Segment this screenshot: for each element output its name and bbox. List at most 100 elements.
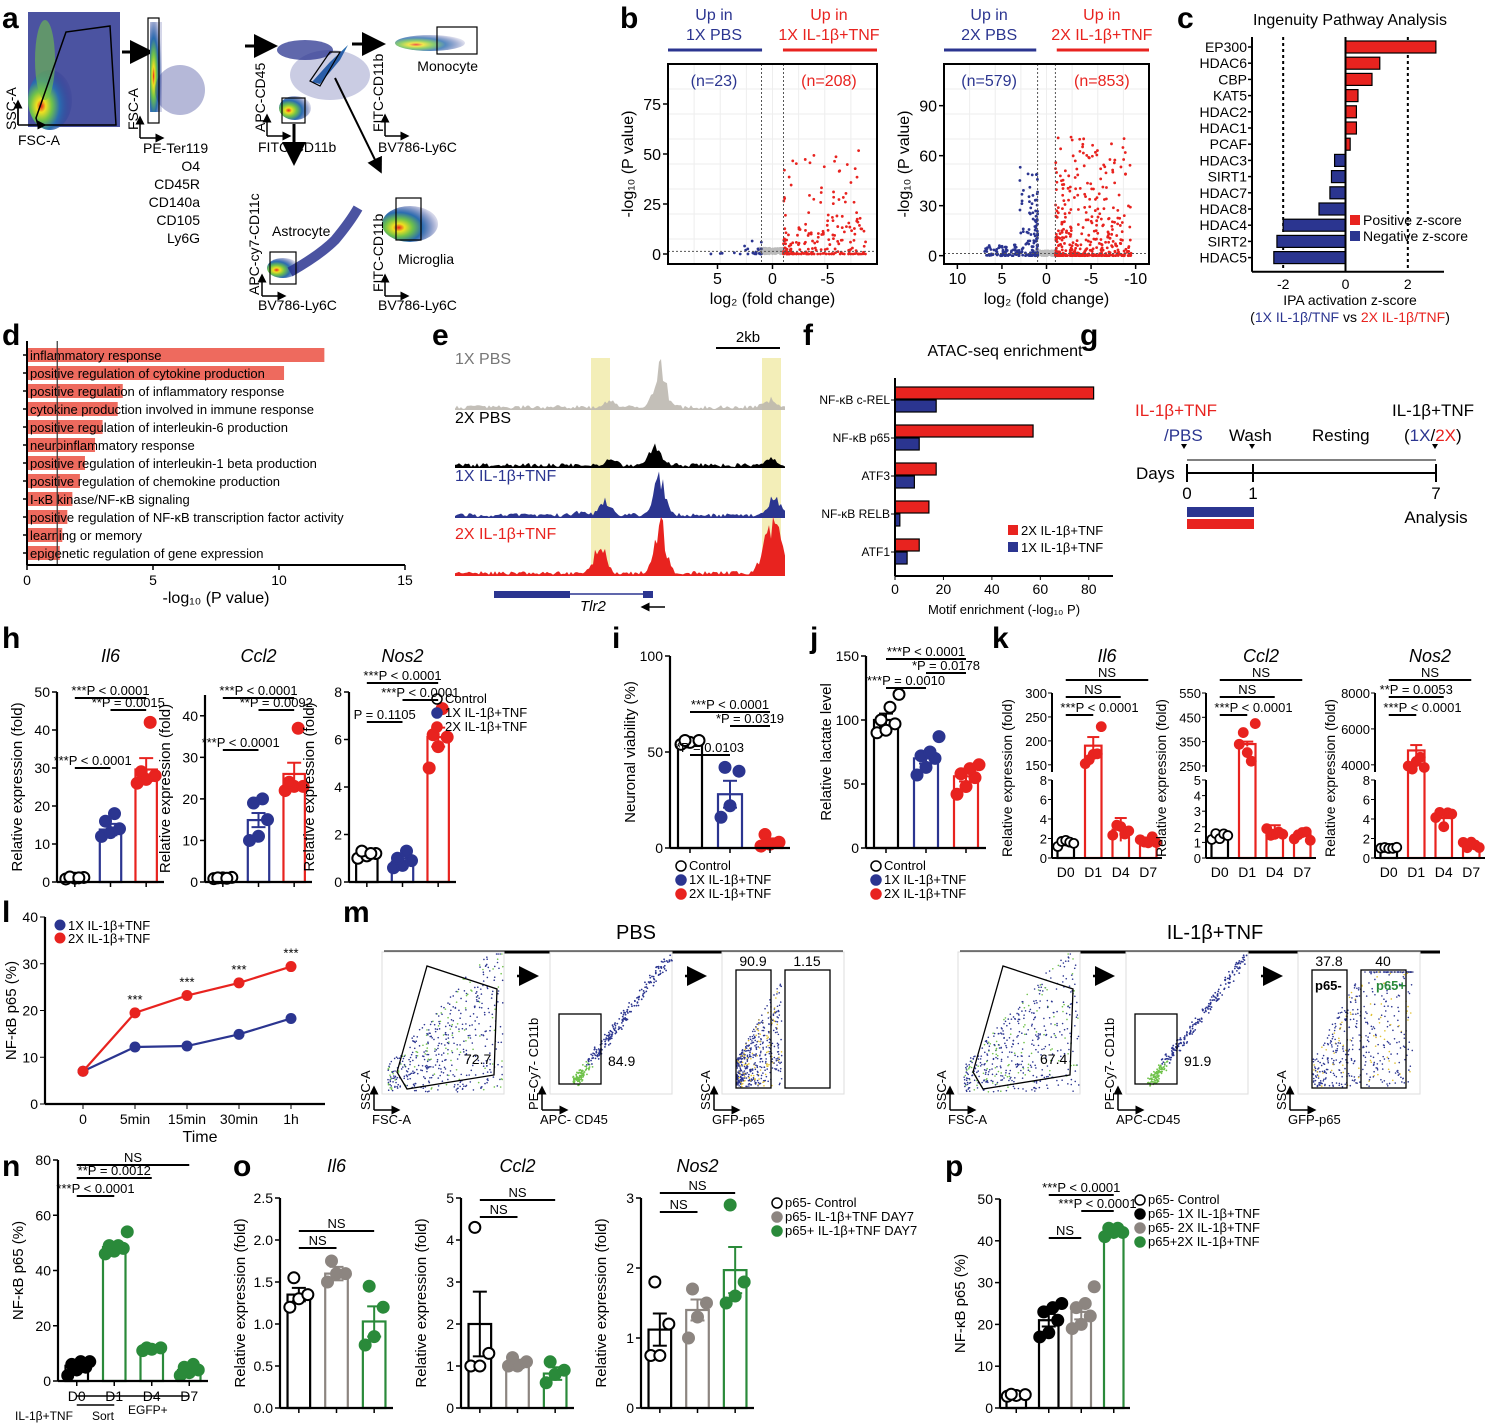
flow-event	[1035, 1080, 1038, 1083]
flow-event	[1389, 972, 1392, 975]
flow-event	[756, 1070, 759, 1073]
flow-event	[416, 1072, 419, 1075]
flow-event	[740, 1076, 742, 1079]
bar	[27, 528, 63, 542]
flow-event	[1028, 1010, 1031, 1013]
data-point-up-right	[1070, 138, 1074, 142]
data-point-up-left	[1001, 252, 1005, 256]
flow-event	[1352, 1037, 1354, 1039]
data-point	[1222, 830, 1234, 841]
data-point-up-right	[1082, 164, 1086, 168]
flow-event	[594, 1054, 597, 1057]
flow-event	[416, 1036, 419, 1038]
flow-event	[997, 1089, 999, 1092]
flow-event	[975, 1064, 978, 1066]
flow-event	[764, 1069, 766, 1072]
flow-event	[775, 1068, 778, 1070]
flow-event	[1163, 1065, 1165, 1068]
flow-event	[767, 1017, 770, 1019]
flow-event	[497, 953, 499, 955]
flow-event	[1313, 1066, 1316, 1068]
y-tick-label: 20	[22, 1003, 38, 1019]
flow-event	[449, 1070, 452, 1072]
flow-event	[762, 1048, 765, 1050]
data-point-up-right	[1104, 240, 1107, 244]
flow-event	[467, 1036, 470, 1039]
flow-event	[1035, 1067, 1037, 1069]
flow-event	[1147, 1077, 1149, 1080]
flow-event	[1053, 1032, 1055, 1035]
flow-event	[1397, 1010, 1400, 1013]
data-point-up-right	[1123, 151, 1127, 154]
flow-event	[976, 1087, 979, 1089]
data-point-up-right	[853, 232, 857, 236]
flow-event	[1339, 1042, 1342, 1045]
flow-event	[621, 1018, 624, 1021]
flow-event	[1177, 1043, 1180, 1045]
flow-event	[607, 1031, 610, 1034]
group-label-il1b-tnf: IL-1β+TNF	[1167, 922, 1264, 944]
x-tick-label: 10	[948, 271, 966, 288]
flow-event	[1018, 1030, 1021, 1033]
flow-event	[455, 1001, 458, 1003]
flow-event	[1004, 1074, 1007, 1076]
flow-event	[498, 967, 500, 970]
data-point	[874, 713, 888, 727]
data-point-up-right	[1090, 215, 1094, 219]
flow-event	[1368, 982, 1370, 984]
category-label: CBP	[1218, 71, 1247, 87]
flow-event	[991, 1082, 994, 1084]
flow-event	[1363, 1005, 1365, 1008]
flow-event	[1186, 1040, 1189, 1043]
flow-event	[1210, 996, 1213, 998]
data-point-up-right	[1092, 229, 1096, 233]
flow-plot-cd11b-cd45: APC-CD45 FITC-CD11b	[252, 40, 370, 155]
flow-event	[1048, 1016, 1051, 1019]
flow-event	[748, 1079, 751, 1081]
flow-event	[1213, 995, 1215, 998]
data-point-up-right	[1122, 137, 1126, 140]
flow-event	[750, 1055, 752, 1058]
track-signal	[455, 443, 785, 468]
flow-event	[1350, 991, 1353, 994]
flow-event	[1046, 1087, 1049, 1090]
data-point-up-right	[1094, 198, 1097, 201]
flow-event	[1411, 1049, 1414, 1052]
flow-event	[1179, 1038, 1181, 1041]
flow-event	[585, 1068, 588, 1071]
flow-event	[1006, 1076, 1009, 1078]
data-point-up-left	[1033, 198, 1037, 202]
flow-event	[1067, 1052, 1069, 1055]
data-point-up-right	[1082, 137, 1086, 141]
flow-event	[1352, 1044, 1354, 1046]
track-label: 2X IL-1β+TNF	[455, 526, 556, 543]
flow-event	[502, 965, 504, 968]
chart-title: Ccl2	[499, 1156, 535, 1176]
flow-event	[426, 1070, 428, 1073]
x-tick-label: 10	[271, 572, 287, 588]
data-point-up-right	[1113, 220, 1116, 224]
data-point-up-left	[1012, 248, 1015, 252]
flow-event	[392, 1077, 395, 1080]
data-point-up-right	[1128, 225, 1132, 229]
category-label: HDAC1	[1200, 120, 1248, 136]
flow-event	[604, 1046, 606, 1048]
flow-event	[988, 1049, 990, 1052]
data-point-up-right	[1059, 147, 1063, 151]
flow-event	[754, 1062, 756, 1064]
flow-event	[1183, 1042, 1186, 1045]
flow-event	[986, 1042, 989, 1045]
data-point	[358, 1338, 372, 1352]
y-tick-label: 1	[446, 1358, 454, 1374]
flow-event	[429, 1032, 431, 1035]
flow-event	[743, 1064, 746, 1066]
data-point-up-left	[1020, 202, 1024, 206]
flow-event	[750, 1047, 752, 1049]
flow-event	[1189, 1029, 1192, 1032]
flow-event	[1323, 1070, 1326, 1072]
flow-event	[1073, 1064, 1075, 1066]
data-point-up-right	[826, 228, 830, 232]
flow-event	[1028, 1070, 1031, 1073]
flow-event	[449, 1012, 452, 1015]
flow-event	[476, 986, 479, 989]
